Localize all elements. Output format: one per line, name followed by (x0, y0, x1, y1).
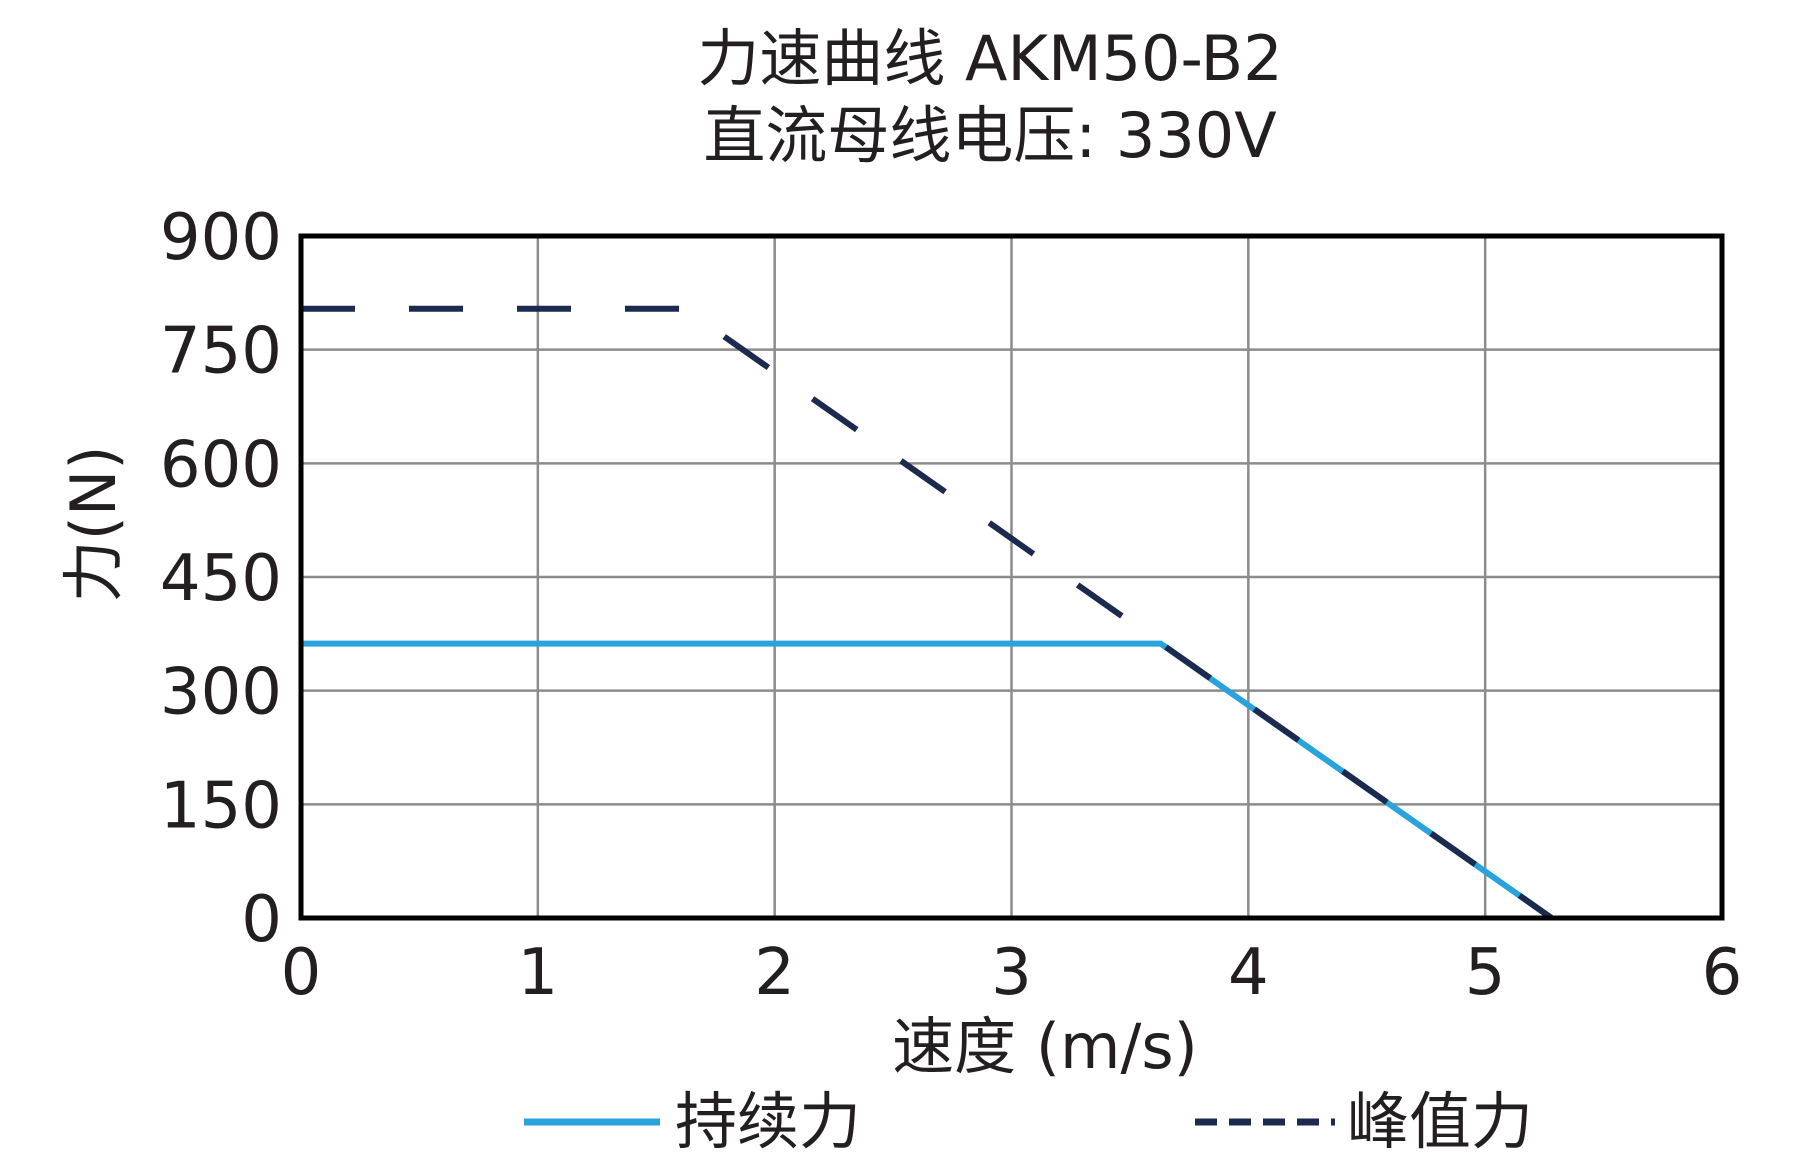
x-tick-label-6: 6 (1702, 936, 1743, 1010)
legend-label-peak: 峰值力 (1347, 1085, 1533, 1156)
x-tick-label-5: 5 (1465, 936, 1506, 1010)
x-tick-labels: 0 1 2 3 4 5 6 (281, 936, 1743, 1010)
grid-lines (299, 234, 1724, 920)
x-tick-label-1: 1 (517, 936, 558, 1010)
y-axis-label: 力(N) (57, 446, 130, 603)
y-tick-label-4: 600 (160, 428, 282, 502)
chart-subtitle: 直流母线电压: 330V (703, 99, 1276, 172)
y-tick-label-5: 750 (160, 315, 282, 389)
y-tick-label-0: 0 (241, 883, 282, 957)
plot-frame (298, 233, 1725, 921)
x-tick-label-0: 0 (281, 936, 322, 1010)
chart-title: 力速曲线 AKM50-B2 (697, 22, 1282, 95)
y-tick-labels: 0 150 300 450 600 750 900 (160, 201, 282, 957)
y-tick-label-3: 450 (160, 542, 282, 616)
y-tick-label-2: 300 (160, 656, 282, 730)
legend-label-continuous: 持续力 (675, 1085, 861, 1156)
x-tick-label-3: 3 (991, 936, 1032, 1010)
legend: 持续力 峰值力 (524, 1085, 1533, 1156)
x-axis-label: 速度 (m/s) (892, 1010, 1198, 1083)
series-line-0 (301, 640, 1554, 921)
x-tick-label-2: 2 (754, 936, 795, 1010)
y-tick-label-1: 150 (160, 769, 282, 843)
y-tick-label-6: 900 (160, 201, 282, 275)
series-layer (301, 305, 1554, 921)
x-tick-label-4: 4 (1228, 936, 1269, 1010)
series-line-1 (301, 305, 1554, 921)
